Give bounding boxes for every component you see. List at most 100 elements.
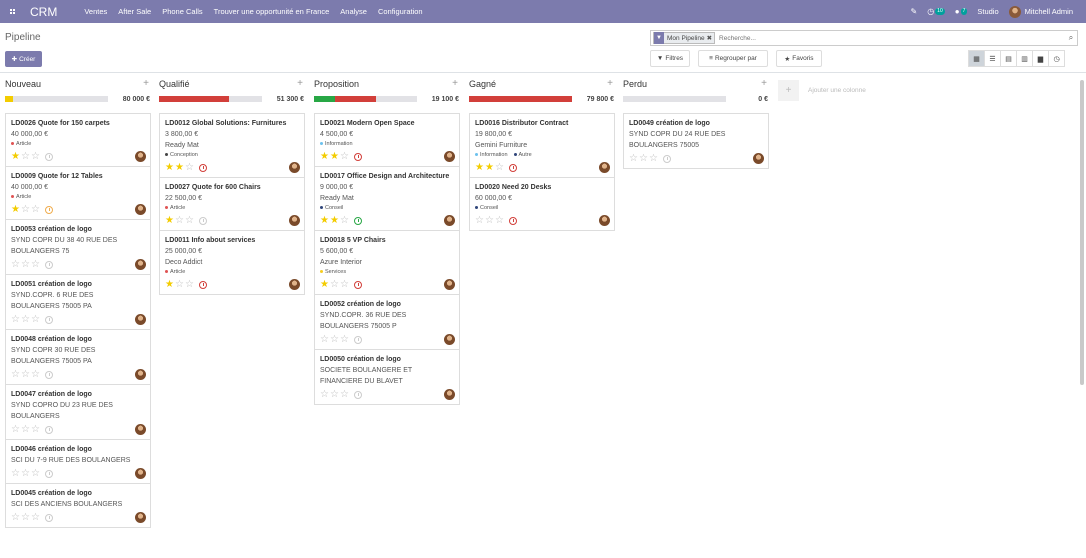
priority-star-icon[interactable]: ☆ xyxy=(11,467,20,479)
activity-clock-icon[interactable] xyxy=(44,469,53,478)
kanban-view-icon[interactable]: ▦ xyxy=(968,50,985,67)
kanban-card[interactable]: LD0018 5 VP Chairs 5 600,00 € Azure Interi… xyxy=(315,231,459,295)
menu-item[interactable]: Phone Calls xyxy=(162,7,203,16)
activity-clock-icon[interactable] xyxy=(44,152,53,161)
activity-clock-icon[interactable] xyxy=(353,390,362,399)
priority-star-icon[interactable]: ★ xyxy=(329,150,339,162)
priority-star-icon[interactable]: ☆ xyxy=(184,278,194,290)
progress-bar[interactable] xyxy=(623,96,726,102)
priority-star-icon[interactable]: ★ xyxy=(11,150,20,162)
kanban-card[interactable]: LD0045 création de logo SCI DES ANCIENS B… xyxy=(6,484,150,527)
activity-clock-icon[interactable] xyxy=(662,154,671,163)
search-icon[interactable]: ⌕ xyxy=(1068,33,1074,42)
priority-star-icon[interactable]: ★ xyxy=(475,161,484,173)
menu-item[interactable]: Configuration xyxy=(377,7,423,16)
progress-segment[interactable] xyxy=(469,96,572,102)
priority-star-icon[interactable]: ☆ xyxy=(329,333,339,345)
column-title[interactable]: Qualifié xyxy=(159,78,190,89)
priority-star-icon[interactable]: ☆ xyxy=(20,150,30,162)
quick-create-plus-icon[interactable]: + xyxy=(761,78,767,89)
priority-star-icon[interactable]: ★ xyxy=(165,161,174,173)
menu-item[interactable]: Analyse xyxy=(340,7,367,16)
kanban-card[interactable]: LD0026 Quote for 150 carpets 40 000,00 € A… xyxy=(6,114,150,167)
priority-star-icon[interactable]: ☆ xyxy=(648,152,658,164)
priority-star-icon[interactable]: ★ xyxy=(165,214,174,226)
priority-star-icon[interactable]: ★ xyxy=(484,161,494,173)
create-button[interactable]: ✚ Créer xyxy=(5,51,42,67)
activity-clock-icon[interactable] xyxy=(508,163,517,172)
priority-star-icon[interactable]: ☆ xyxy=(629,152,638,164)
quick-create-plus-icon[interactable]: + xyxy=(607,78,613,89)
user-avatar[interactable] xyxy=(1008,5,1021,18)
priority-star-icon[interactable]: ☆ xyxy=(30,203,40,215)
priority-star-icon[interactable]: ☆ xyxy=(20,258,30,270)
priority-star-icon[interactable]: ☆ xyxy=(20,368,30,380)
kanban-card[interactable]: LD0053 création de logo SYND COPR DU 38 4… xyxy=(6,220,150,275)
user-name[interactable]: Mitchell Admin xyxy=(1024,7,1073,16)
group-by-button[interactable]: ≡ Regrouper par xyxy=(698,50,768,67)
kanban-card[interactable]: LD0027 Quote for 600 Chairs 22 500,00 € Ar… xyxy=(160,178,304,231)
priority-star-icon[interactable]: ☆ xyxy=(20,423,30,435)
activity-clock-icon[interactable] xyxy=(44,370,53,379)
priority-star-icon[interactable]: ☆ xyxy=(339,150,349,162)
priority-star-icon[interactable]: ☆ xyxy=(20,511,30,523)
priority-star-icon[interactable]: ☆ xyxy=(320,388,329,400)
progress-bar[interactable] xyxy=(5,96,108,102)
priority-star-icon[interactable]: ☆ xyxy=(339,388,349,400)
priority-star-icon[interactable]: ☆ xyxy=(320,333,329,345)
priority-star-icon[interactable]: ☆ xyxy=(30,423,40,435)
column-title[interactable]: Nouveau xyxy=(5,78,42,89)
favorites-button[interactable]: ★ Favoris xyxy=(776,50,822,67)
quick-create-plus-icon[interactable]: + xyxy=(143,78,149,89)
progress-segment[interactable] xyxy=(159,96,230,102)
priority-star-icon[interactable]: ★ xyxy=(11,203,20,215)
activity-clock-icon[interactable] xyxy=(44,205,53,214)
column-title[interactable]: Perdu xyxy=(623,78,648,89)
activity-view-icon[interactable]: ◷ xyxy=(1048,50,1065,67)
kanban-card[interactable]: LD0011 Info about services 25 000,00 € Dec… xyxy=(160,231,304,294)
priority-star-icon[interactable]: ☆ xyxy=(339,214,349,226)
priority-star-icon[interactable]: ☆ xyxy=(329,388,339,400)
priority-star-icon[interactable]: ☆ xyxy=(475,214,484,226)
activity-clock-icon[interactable] xyxy=(353,216,362,225)
priority-star-icon[interactable]: ☆ xyxy=(30,258,40,270)
bug-icon[interactable]: ✎ xyxy=(910,7,918,16)
activity-clock-icon[interactable] xyxy=(198,280,207,289)
progress-segment[interactable] xyxy=(334,96,376,102)
priority-star-icon[interactable]: ☆ xyxy=(30,150,40,162)
activity-clock-icon[interactable] xyxy=(44,425,53,434)
vertical-scrollbar[interactable] xyxy=(1080,80,1084,385)
kanban-card[interactable]: LD0046 création de logo SCI DU 7-9 RUE DE… xyxy=(6,440,150,484)
add-column[interactable]: + Ajouter une colonne xyxy=(778,80,866,101)
priority-star-icon[interactable]: ☆ xyxy=(11,511,20,523)
kanban-card[interactable]: LD0009 Quote for 12 Tables 40 000,00 € Art… xyxy=(6,167,150,220)
progress-bar[interactable] xyxy=(314,96,417,102)
column-title[interactable]: Proposition xyxy=(314,78,360,89)
priority-star-icon[interactable]: ☆ xyxy=(339,278,349,290)
activity-clock-icon[interactable] xyxy=(44,513,53,522)
progress-segment[interactable] xyxy=(5,96,14,102)
activity-clock-icon[interactable] xyxy=(353,335,362,344)
activity-clock-icon[interactable] xyxy=(198,216,207,225)
priority-star-icon[interactable]: ☆ xyxy=(30,313,40,325)
activity-icon[interactable]: ◷ 10 xyxy=(927,7,945,16)
priority-star-icon[interactable]: ★ xyxy=(320,278,329,290)
kanban-card[interactable]: LD0021 Modern Open Space 4 500,00 € Inform… xyxy=(315,114,459,167)
kanban-card[interactable]: LD0050 création de logo SOCIETE BOULANGER… xyxy=(315,350,459,404)
menu-item[interactable]: After Sale xyxy=(118,7,152,16)
priority-star-icon[interactable]: ★ xyxy=(320,150,329,162)
activity-clock-icon[interactable] xyxy=(508,216,517,225)
quick-create-plus-icon[interactable]: + xyxy=(452,78,458,89)
menu-item[interactable]: Trouver une opportunité en France xyxy=(213,7,330,16)
app-brand[interactable]: CRM xyxy=(30,4,58,19)
activity-clock-icon[interactable] xyxy=(44,260,53,269)
priority-star-icon[interactable]: ★ xyxy=(329,214,339,226)
priority-star-icon[interactable]: ☆ xyxy=(30,368,40,380)
progress-bar[interactable] xyxy=(469,96,572,102)
activity-clock-icon[interactable] xyxy=(198,163,207,172)
kanban-card[interactable]: LD0020 Need 20 Desks 60 000,00 € Conseil ☆ ☆… xyxy=(470,178,614,230)
kanban-card[interactable]: LD0048 création de logo SYND COPR 30 RUE … xyxy=(6,330,150,385)
kanban-card[interactable]: LD0047 création de logo SYND COPRO DU 23 … xyxy=(6,385,150,440)
priority-star-icon[interactable]: ☆ xyxy=(11,368,20,380)
priority-star-icon[interactable]: ☆ xyxy=(11,258,20,270)
